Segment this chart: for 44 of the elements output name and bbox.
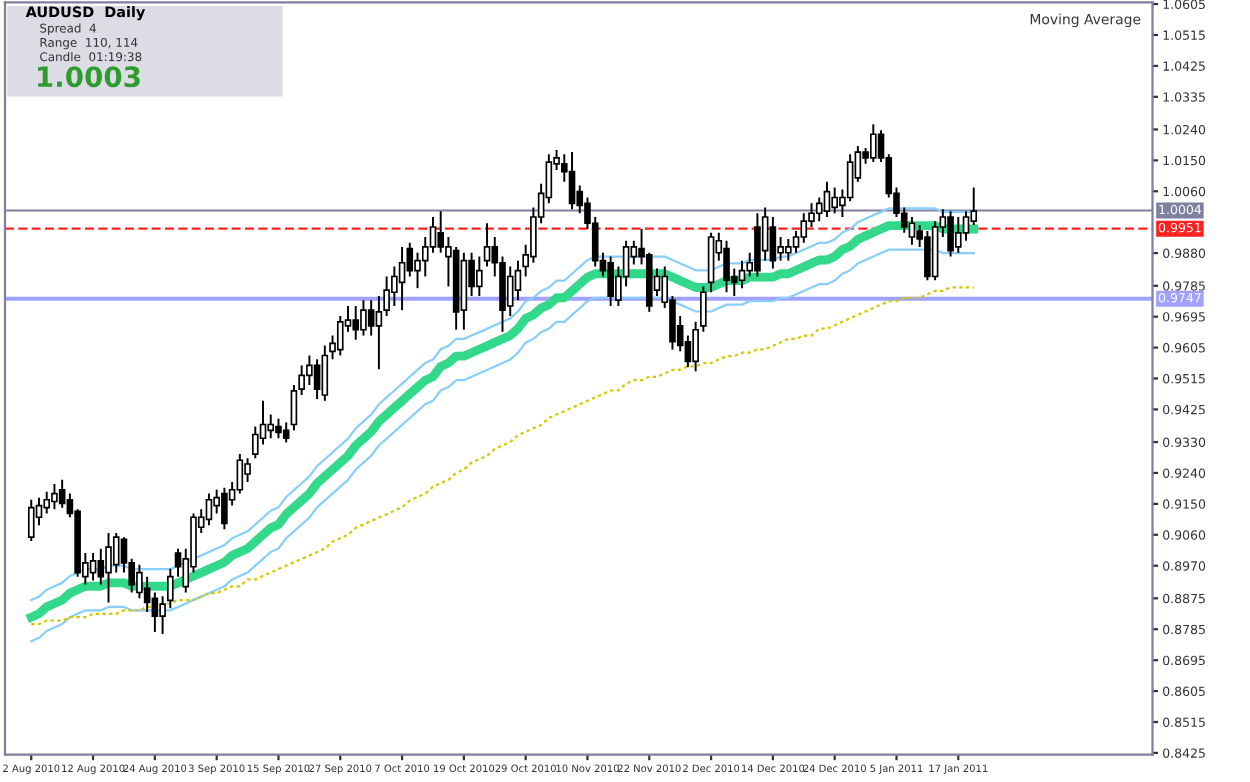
candlestick xyxy=(398,245,406,312)
candlestick xyxy=(476,255,483,298)
candlestick xyxy=(785,238,792,262)
candlestick xyxy=(275,417,282,440)
candlestick xyxy=(205,492,213,527)
candlestick xyxy=(105,532,112,604)
candlestick xyxy=(151,591,159,633)
candlestick xyxy=(954,216,962,254)
candlestick xyxy=(870,123,877,164)
candlestick xyxy=(112,532,120,574)
candlestick xyxy=(723,239,730,294)
candlestick xyxy=(375,295,383,371)
candlestick xyxy=(506,265,514,317)
candlestick xyxy=(58,478,66,509)
candlestick xyxy=(367,299,375,337)
candlestick xyxy=(947,210,954,258)
candlestick xyxy=(754,212,761,278)
candlestick xyxy=(568,151,576,211)
candlestick xyxy=(267,413,275,440)
candlestick xyxy=(962,210,970,242)
candlestick xyxy=(221,486,228,531)
candlestick xyxy=(924,230,931,282)
candlestick xyxy=(360,299,367,337)
candlestick xyxy=(51,482,58,511)
candlestick xyxy=(27,498,35,542)
candlestick xyxy=(236,453,244,495)
candlestick xyxy=(846,153,854,203)
candlestick xyxy=(282,421,290,444)
candlestick xyxy=(321,344,329,402)
candlestick xyxy=(823,180,831,219)
candlestick xyxy=(514,259,522,302)
candlestick xyxy=(244,457,251,483)
candlestick xyxy=(97,547,105,586)
candlestick xyxy=(89,552,97,582)
candlestick xyxy=(352,305,360,341)
candlestick xyxy=(738,259,746,290)
candlestick xyxy=(908,216,916,246)
candlestick xyxy=(607,255,614,307)
candlestick xyxy=(483,222,491,268)
annotation: 1.0003 xyxy=(37,66,140,88)
candlestick xyxy=(313,358,321,401)
candlestick xyxy=(429,216,437,254)
candlestick xyxy=(831,186,838,215)
candlestick xyxy=(769,216,777,270)
